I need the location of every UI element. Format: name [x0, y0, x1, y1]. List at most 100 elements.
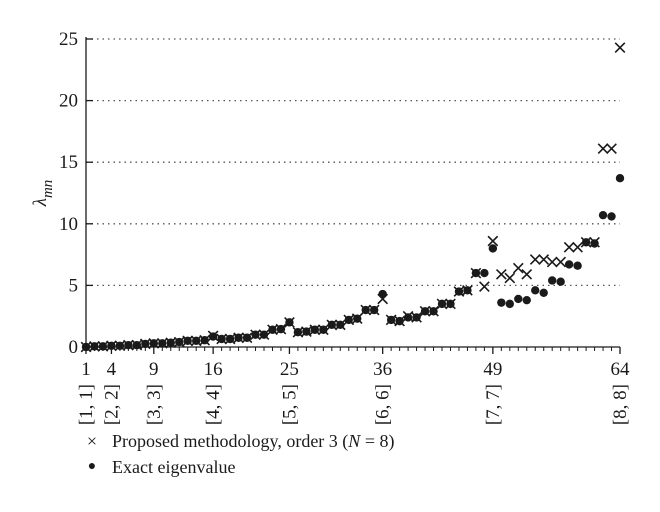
y-tick-label: 0: [69, 337, 79, 358]
exact-point: [124, 340, 133, 350]
x-marker-icon: ×: [86, 431, 98, 451]
proposed-point: [504, 272, 516, 284]
exact-point: [259, 330, 269, 339]
proposed-point: [597, 143, 609, 155]
exact-point: [412, 313, 421, 322]
exact-point: [242, 333, 252, 342]
axes: [85, 37, 621, 354]
exact-point: [217, 334, 226, 344]
exact-point: [395, 316, 404, 326]
y-tick-label: 10: [59, 214, 78, 235]
exact-point: [90, 342, 99, 351]
exact-point: [149, 339, 159, 348]
exact-point: [158, 339, 167, 348]
exact-point: [344, 315, 353, 325]
exact-point: [488, 244, 498, 253]
exact-point: [531, 286, 540, 295]
x-tick-label: 49: [483, 359, 502, 380]
proposed-point: [521, 268, 533, 280]
y-axis-label: λmn: [30, 180, 56, 208]
x-index-label: [6, 6]: [373, 384, 394, 425]
x-tick-label: 25: [280, 359, 299, 380]
gridlines: [86, 38, 620, 287]
exact-point: [581, 238, 591, 247]
series-exact: [81, 174, 625, 352]
proposed-point: [546, 256, 558, 268]
exact-point: [590, 239, 599, 248]
exact-point: [429, 307, 438, 316]
x-tick-label: 4: [107, 359, 117, 380]
x-tick-label: 9: [149, 359, 159, 380]
exact-point: [573, 261, 582, 270]
exact-point: [564, 260, 574, 269]
exact-point: [446, 299, 455, 309]
proposed-point: [512, 262, 524, 274]
exact-point: [361, 305, 370, 315]
x-tick-label: 1: [81, 359, 91, 380]
exact-point: [420, 307, 430, 316]
exact-point: [454, 287, 464, 296]
exact-point: [327, 320, 337, 330]
data-series: [80, 42, 626, 353]
exact-point: [285, 318, 294, 327]
exact-point: [251, 330, 260, 339]
legend: × Proposed methodology, order 3 (N = 8) …: [82, 428, 395, 480]
proposed-point: [563, 241, 575, 253]
x-tick-label: 36: [373, 359, 392, 380]
proposed-point: [495, 268, 507, 280]
x-index-label: [5, 5]: [279, 384, 300, 425]
exact-point: [497, 298, 506, 307]
exact-point: [615, 174, 625, 183]
proposed-point: [479, 281, 490, 292]
exact-point: [403, 313, 413, 322]
exact-point: [514, 294, 523, 304]
exact-point: [81, 342, 91, 352]
exact-point: [547, 276, 557, 285]
exact-point: [208, 332, 218, 341]
legend-label-exact: Exact eigenvalue: [112, 457, 236, 477]
exact-point: [471, 268, 481, 278]
exact-point: [353, 314, 362, 323]
exact-point: [437, 299, 447, 309]
proposed-point: [614, 42, 626, 53]
exact-point: [480, 268, 489, 278]
exact-point: [132, 340, 142, 350]
proposed-point: [487, 235, 499, 247]
exact-point: [234, 333, 243, 342]
x-index-label: [8, 8]: [610, 384, 631, 425]
proposed-point: [572, 241, 583, 253]
series-proposed: [80, 42, 626, 353]
x-index-label: [1, 1]: [76, 384, 97, 425]
legend-item-exact: ● Exact eigenvalue: [82, 454, 394, 480]
dot-marker-icon: ●: [87, 459, 97, 474]
x-index-label: [4, 4]: [203, 384, 224, 425]
legend-label-proposed: Proposed methodology, order 3 (N = 8): [112, 431, 395, 451]
exact-point: [378, 289, 387, 299]
x-index-label: [3, 3]: [144, 384, 165, 425]
exact-point: [191, 336, 201, 346]
exact-point: [175, 337, 184, 347]
exact-point: [98, 342, 108, 351]
exact-point: [276, 324, 286, 334]
exact-point: [268, 325, 277, 334]
proposed-point: [529, 254, 541, 265]
exact-point: [539, 288, 548, 297]
exact-point: [386, 315, 396, 325]
x-tick-label: 16: [204, 359, 223, 380]
proposed-point: [555, 256, 567, 268]
exact-point: [166, 338, 175, 347]
exact-point: [319, 325, 328, 334]
exact-point: [463, 286, 472, 295]
exact-point: [310, 325, 320, 334]
y-tick-label: 5: [69, 275, 79, 296]
exact-point: [293, 328, 303, 337]
x-tick-label: 64: [611, 359, 631, 380]
exact-point: [369, 305, 379, 315]
exact-point: [183, 336, 192, 346]
y-tick-label: 25: [59, 29, 78, 50]
proposed-point: [538, 254, 550, 265]
exact-point: [598, 210, 608, 220]
exact-point: [505, 299, 515, 309]
